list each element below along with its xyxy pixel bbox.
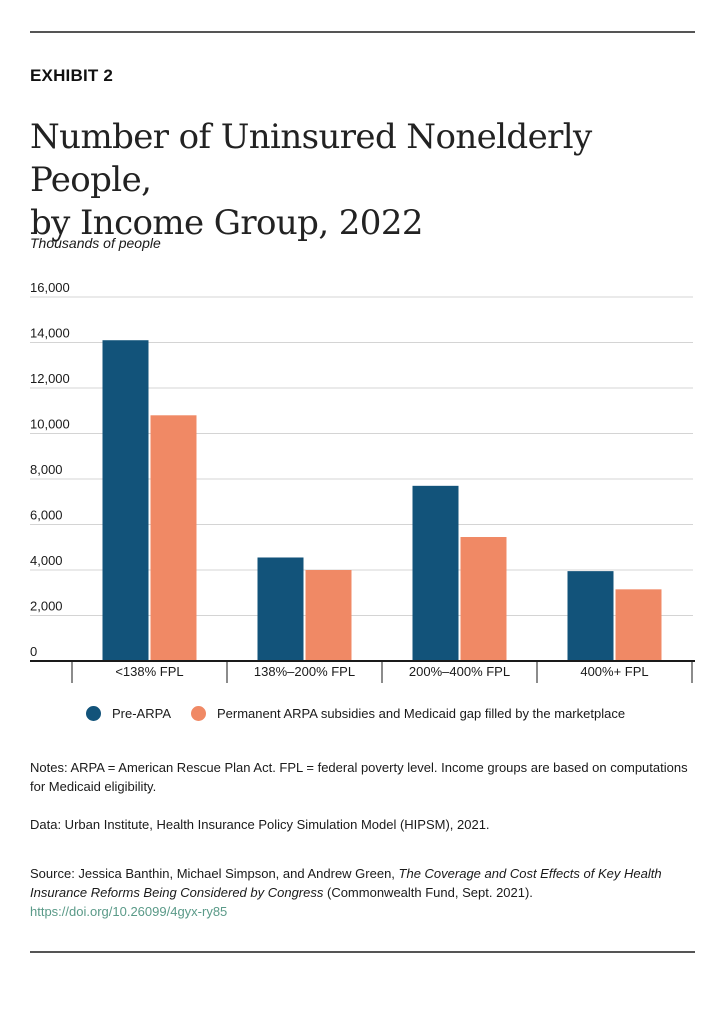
y-tick-label-2-000: 2,000: [30, 599, 63, 614]
x-tick-label-400-fpl: 400%+ FPL: [580, 664, 648, 679]
bar-pre-arpa-138-fpl: [102, 340, 149, 661]
y-tick-label-4-000: 4,000: [30, 553, 63, 568]
bar-permanent-arpa-subsi-138-200-fpl: [305, 570, 352, 661]
legend-swatch-permanent-arpa: [191, 706, 206, 721]
y-tick-label-14-000: 14,000: [30, 326, 70, 341]
bar-pre-arpa-400-fpl: [567, 571, 614, 661]
x-tick-label-200-400-fpl: 200%–400% FPL: [409, 664, 510, 679]
bar-chart: 0 2,000 4,000 6,000 8,000 10,000 12,000 14,000 1…: [30, 280, 695, 683]
bar-pre-arpa-200-400-fpl: [412, 485, 459, 661]
source-title: The Coverage and Cost Effects of Key Hea…: [30, 866, 662, 900]
y-tick-label-16-000: 16,000: [30, 280, 70, 295]
legend-item-permanent-arpa: Permanent ARPA subsidies and Medicaid ga…: [191, 706, 625, 721]
legend-label-pre-arpa: Pre-ARPA: [112, 706, 171, 721]
legend-swatch-pre-arpa: [86, 706, 101, 721]
chart-title-line-2: by Income Group, 2022: [30, 203, 423, 243]
data-source-text: Data: Urban Institute, Health Insurance …: [30, 817, 490, 832]
legend-item-pre-arpa: Pre-ARPA: [86, 706, 171, 721]
bar-permanent-arpa-subsi-400-fpl: [615, 589, 662, 661]
bar-permanent-arpa-subsi-138-fpl: [150, 415, 197, 661]
legend: Pre-ARPA Permanent ARPA subsidies and Me…: [86, 706, 645, 721]
y-tick-label-10-000: 10,000: [30, 417, 70, 432]
y-tick-label-12-000: 12,000: [30, 371, 70, 386]
source-prefix: Source: Jessica Banthin, Michael Simpson…: [30, 866, 399, 881]
source-citation: Source: Jessica Banthin, Michael Simpson…: [30, 864, 690, 921]
chart-title: Number of Uninsured Nonelderly People, b…: [30, 116, 700, 245]
x-tick-label-138-fpl: <138% FPL: [115, 664, 183, 679]
unit-label: Thousands of people: [30, 235, 161, 251]
bar-pre-arpa-138-200-fpl: [257, 557, 304, 661]
y-tick-label-6-000: 6,000: [30, 508, 63, 523]
exhibit-label: EXHIBIT 2: [30, 66, 114, 85]
notes-text: Notes: ARPA = American Rescue Plan Act. …: [30, 760, 688, 794]
bottom-rule: [30, 951, 695, 953]
y-tick-label-8-000: 8,000: [30, 462, 63, 477]
source-doi-link[interactable]: https://doi.org/10.26099/4gyx-ry85: [30, 904, 228, 919]
source-suffix: (Commonwealth Fund, Sept. 2021).: [323, 885, 533, 900]
top-rule: [30, 31, 695, 33]
chart-title-line-1: Number of Uninsured Nonelderly People,: [30, 117, 592, 200]
x-tick-label-138-200-fpl: 138%–200% FPL: [254, 664, 355, 679]
bar-permanent-arpa-subsi-200-400-fpl: [460, 537, 507, 661]
y-tick-label-0: 0: [30, 644, 37, 659]
legend-label-permanent-arpa: Permanent ARPA subsidies and Medicaid ga…: [217, 706, 626, 721]
